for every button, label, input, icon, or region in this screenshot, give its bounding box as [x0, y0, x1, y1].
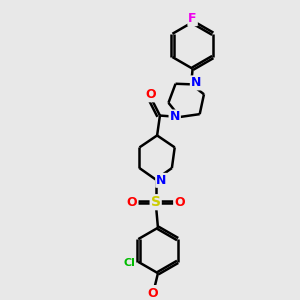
Text: F: F: [188, 12, 197, 25]
Text: N: N: [191, 76, 201, 89]
Text: O: O: [145, 88, 156, 101]
Text: O: O: [174, 196, 185, 209]
Text: O: O: [148, 287, 158, 300]
Text: N: N: [169, 110, 180, 124]
Text: N: N: [156, 174, 167, 187]
Text: O: O: [127, 196, 137, 209]
Text: S: S: [151, 195, 161, 209]
Text: Cl: Cl: [123, 258, 135, 268]
